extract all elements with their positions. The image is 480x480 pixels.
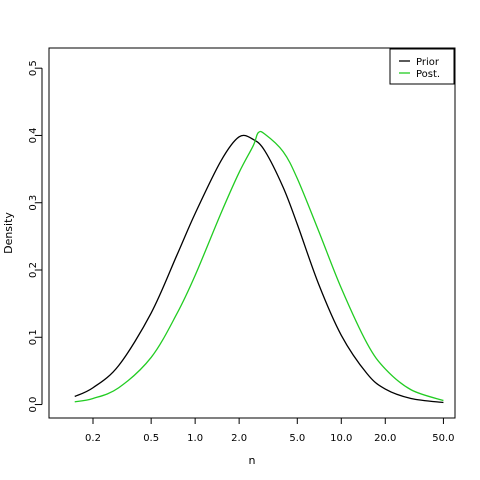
y-tick-label: 0.2 <box>28 262 39 278</box>
y-axis-label: Density <box>2 212 15 254</box>
series-group <box>74 130 444 404</box>
x-tick-label: 10.0 <box>330 433 352 444</box>
x-tick-label: 5.0 <box>289 433 305 444</box>
y-tick-label: 0.3 <box>28 195 39 211</box>
x-tick-label: 2.0 <box>231 433 247 444</box>
y-axis: 0.0 0.1 0.2 0.3 0.4 0.5 <box>28 60 43 413</box>
plot-frame <box>48 47 456 419</box>
series-line-post <box>74 130 444 403</box>
y-tick-label: 0.0 <box>28 397 39 413</box>
y-tick-label: 0.4 <box>28 128 39 144</box>
x-tick-label: 0.2 <box>85 433 101 444</box>
x-axis-label: n <box>249 454 256 467</box>
y-tick-label: 0.1 <box>28 329 39 345</box>
y-tick-label: 0.5 <box>28 60 39 76</box>
series-line-prior <box>74 134 444 404</box>
x-tick-label: 1.0 <box>187 433 203 444</box>
x-tick-label: 0.5 <box>143 433 159 444</box>
x-tick-label: 20.0 <box>374 433 396 444</box>
legend-label: Post. <box>416 69 440 80</box>
legend-box <box>389 48 455 85</box>
x-tick-label: 50.0 <box>432 433 454 444</box>
legend-label: Prior <box>416 57 440 68</box>
